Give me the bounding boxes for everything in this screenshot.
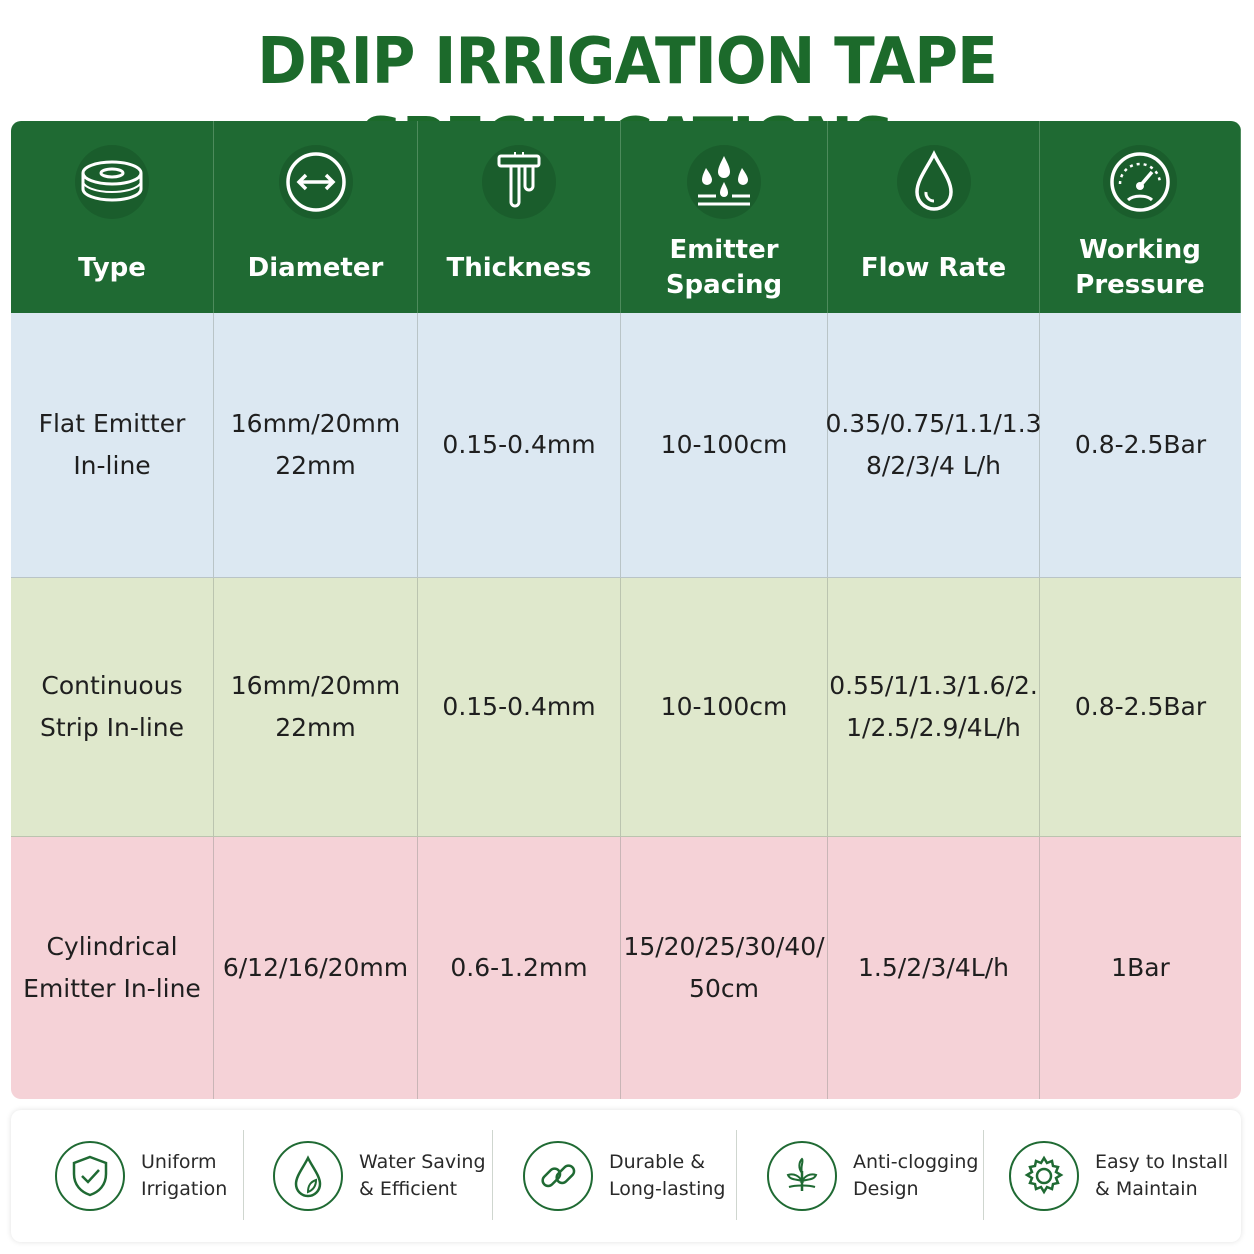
feature-label: Durable & Long-lasting <box>609 1151 726 1200</box>
feature-label: Anti-clogging Design <box>853 1151 979 1200</box>
table-cell-diameter: 16mm/20mm 22mm <box>214 313 418 578</box>
chain-link-icon <box>523 1141 593 1211</box>
table-cell-type: Flat Emitter In-line <box>11 313 214 578</box>
table-cell-diameter: 6/12/16/20mm <box>214 837 418 1099</box>
feature-uniform-irrigation: Uniform Irrigation <box>55 1128 227 1224</box>
header-label-type: Type <box>78 252 146 283</box>
header-type: Type <box>11 121 214 313</box>
table-cell-working-pressure: 0.8-2.5Bar <box>1040 578 1241 837</box>
tape-roll-icon <box>75 145 149 219</box>
header-flow-rate: Flow Rate <box>828 121 1040 313</box>
water-drop-icon <box>896 145 971 219</box>
specifications-table: Type Diameter Thickness <box>11 121 1241 1099</box>
table-cell-emitter-spacing: 10-100cm <box>621 578 828 837</box>
feature-label: Easy to Install & Maintain <box>1095 1151 1229 1200</box>
feature-divider <box>492 1130 493 1220</box>
feature-water-saving: Water Saving & Efficient <box>273 1128 486 1224</box>
table-cell-thickness: 0.6-1.2mm <box>418 837 621 1099</box>
table-cell-emitter-spacing: 10-100cm <box>621 313 828 578</box>
feature-label: Water Saving & Efficient <box>359 1151 486 1200</box>
pressure-gauge-icon <box>1103 145 1177 219</box>
feature-durable: Durable & Long-lasting <box>523 1128 726 1224</box>
table-cell-diameter: 16mm/20mm 22mm <box>214 578 418 837</box>
caliper-icon <box>482 145 556 219</box>
feature-anti-clogging: Anti-clogging Design <box>767 1128 978 1224</box>
header-diameter: Diameter <box>214 121 418 313</box>
sprout-icon <box>767 1141 837 1211</box>
header-label-flow-rate: Flow Rate <box>860 252 1007 283</box>
header-thickness: Thickness <box>418 121 621 313</box>
table-cell-flow-rate: 0.55/1/1.3/1.6/2. 1/2.5/2.9/4L/h <box>828 578 1040 837</box>
table-cell-working-pressure: 0.8-2.5Bar <box>1040 313 1241 578</box>
feature-easy-install: Easy to Install & Maintain <box>1009 1128 1228 1224</box>
feature-divider <box>243 1130 244 1220</box>
header-label-emitter-spacing: Emitter Spacing <box>665 235 783 300</box>
shield-check-icon <box>55 1141 125 1211</box>
table-cell-type: Cylindrical Emitter In-line <box>11 837 214 1099</box>
features-bar: Uniform Irrigation Water Saving & Effici… <box>11 1110 1241 1242</box>
table-cell-thickness: 0.15-0.4mm <box>418 313 621 578</box>
page-title: DRIP IRRIGATION TAPE SPECIFICATIONS <box>257 25 998 179</box>
table-cell-working-pressure: 1Bar <box>1040 837 1241 1099</box>
header-label-thickness: Thickness <box>446 252 592 283</box>
table-cell-flow-rate: 0.35/0.75/1.1/1.3 8/2/3/4 L/h <box>825 313 1042 578</box>
gear-icon <box>1009 1141 1079 1211</box>
table-cell-flow-rate: 1.5/2/3/4L/h <box>828 837 1040 1099</box>
table-cell-type: Continuous Strip In-line <box>11 578 214 837</box>
header-working-pressure: Working Pressure <box>1040 121 1241 313</box>
table-cell-thickness: 0.15-0.4mm <box>418 578 621 837</box>
feature-label: Uniform Irrigation <box>141 1151 228 1200</box>
water-drops-icon <box>687 145 761 219</box>
feature-divider <box>983 1130 984 1220</box>
diameter-arrow-icon <box>278 145 353 219</box>
header-label-diameter: Diameter <box>247 252 384 283</box>
header-label-working-pressure: Working Pressure <box>1075 235 1205 300</box>
table-cell-emitter-spacing: 15/20/25/30/40/ 50cm <box>621 837 828 1099</box>
water-leaf-icon <box>273 1141 343 1211</box>
feature-divider <box>736 1130 737 1220</box>
header-emitter-spacing: Emitter Spacing <box>621 121 828 313</box>
